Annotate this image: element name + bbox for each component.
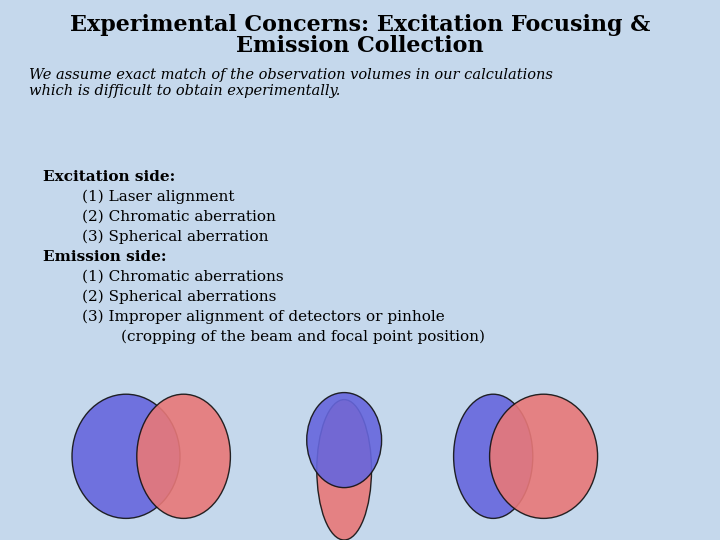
Ellipse shape (72, 394, 180, 518)
Text: (1) Chromatic aberrations: (1) Chromatic aberrations (43, 270, 284, 284)
Text: We assume exact match of the observation volumes in our calculations
which is di: We assume exact match of the observation… (29, 68, 553, 98)
Text: (2) Spherical aberrations: (2) Spherical aberrations (43, 290, 276, 305)
Text: Experimental Concerns: Excitation Focusing &: Experimental Concerns: Excitation Focusi… (70, 14, 650, 36)
Ellipse shape (490, 394, 598, 518)
Ellipse shape (307, 393, 382, 488)
Text: (3) Spherical aberration: (3) Spherical aberration (43, 230, 269, 245)
Text: (1) Laser alignment: (1) Laser alignment (43, 190, 235, 205)
Ellipse shape (317, 400, 372, 540)
Text: Emission Collection: Emission Collection (236, 35, 484, 57)
Ellipse shape (454, 394, 533, 518)
Text: (3) Improper alignment of detectors or pinhole: (3) Improper alignment of detectors or p… (43, 310, 445, 325)
Ellipse shape (137, 394, 230, 518)
Text: (cropping of the beam and focal point position): (cropping of the beam and focal point po… (43, 330, 485, 345)
Text: Emission side:: Emission side: (43, 250, 167, 264)
Text: (2) Chromatic aberration: (2) Chromatic aberration (43, 210, 276, 224)
Text: Excitation side:: Excitation side: (43, 170, 176, 184)
